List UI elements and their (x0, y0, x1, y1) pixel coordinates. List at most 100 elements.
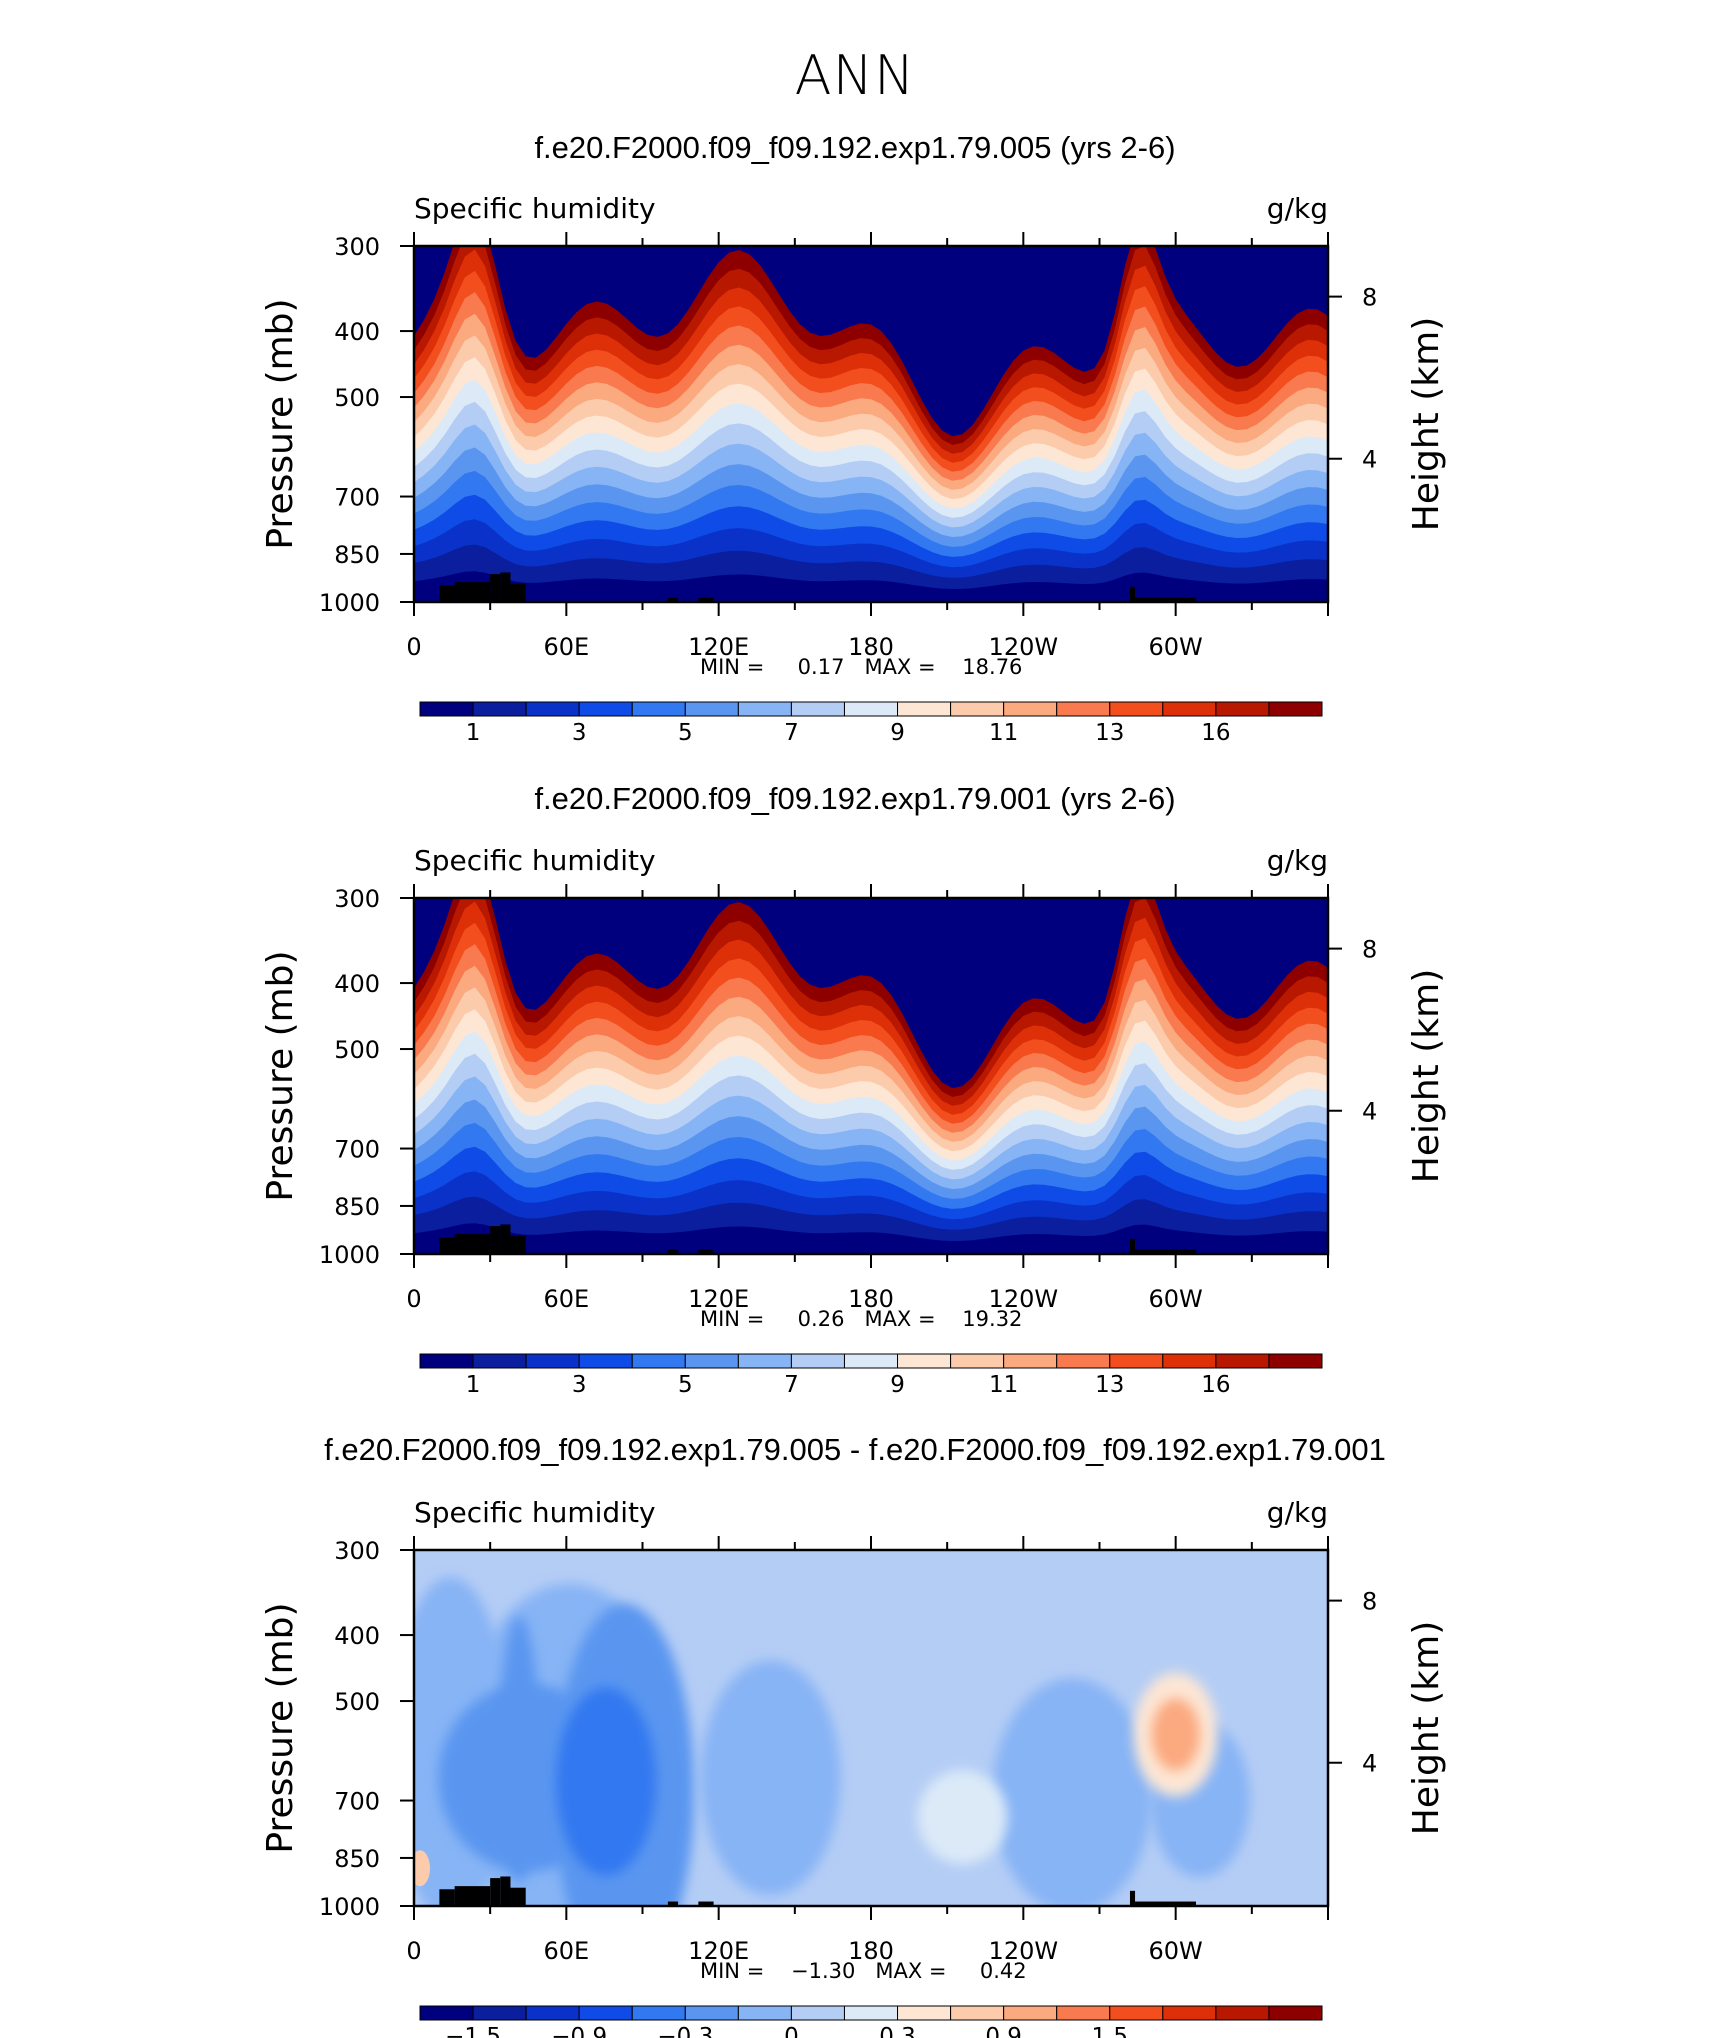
x-tick-label: 120W (989, 1285, 1059, 1313)
colorbar-label: 7 (784, 720, 799, 746)
figure-title: ANN (794, 44, 916, 107)
units-label: g/kg (1267, 1496, 1328, 1529)
min-max-stats: MIN = 0.17 MAX = 18.76 (700, 655, 1022, 679)
colorbar-swatch (578, 2005, 633, 2021)
x-tick-label: 180 (848, 633, 894, 661)
colorbar-label: 11 (989, 720, 1018, 746)
x-tick-label: 0 (406, 1285, 421, 1313)
colorbar-swatch (1215, 1353, 1270, 1369)
colorbar-swatch (737, 2005, 792, 2021)
panel-2: Specific humidity g/kg 0 60E 120E 180 120W 60W 3… (260, 844, 1447, 1398)
y-tick-label: 300 (334, 885, 380, 913)
colorbar-swatch (1215, 2005, 1270, 2021)
colorbar-swatch (578, 1353, 633, 1369)
y-tick-label: 400 (334, 970, 380, 998)
y-axis-title: Pressure (mb) (260, 298, 301, 549)
y-right-axis-title: Height (km) (1406, 317, 1447, 531)
colorbar-swatch (790, 1353, 845, 1369)
colorbar-label: 1 (466, 720, 481, 746)
colorbar-swatch (1109, 2005, 1164, 2021)
colorbar-label: 5 (678, 1372, 693, 1398)
y-tick-label: 500 (334, 1036, 380, 1064)
y-tick-label: 700 (334, 1788, 380, 1816)
x-tick-label: 120W (989, 633, 1059, 661)
colorbar-swatch (631, 701, 686, 717)
x-tick-label: 60E (543, 633, 589, 661)
colorbar-label: 0.3 (879, 2024, 916, 2038)
y-right-axis-title: Height (km) (1406, 1621, 1447, 1835)
y-tick-label: 300 (334, 1537, 380, 1565)
colorbar-swatch (1268, 1353, 1323, 1369)
x-tick-label: 120E (688, 1937, 749, 1965)
y-right-tick-label: 8 (1362, 1588, 1377, 1616)
colorbar-swatch (1003, 1353, 1058, 1369)
colorbar-swatch (1109, 701, 1164, 717)
colorbar-label: 16 (1201, 1372, 1230, 1398)
variable-label: Specific humidity (414, 192, 656, 225)
colorbar-swatch (472, 701, 527, 717)
y-tick-label: 400 (334, 318, 380, 346)
colorbar-label: 9 (890, 1372, 905, 1398)
colorbar: 1 3 5 7 9 11 13 16 (419, 701, 1323, 746)
colorbar-label: 3 (572, 720, 587, 746)
colorbar-swatch (1162, 2005, 1217, 2021)
colorbar-swatch (525, 1353, 580, 1369)
colorbar-swatch (790, 2005, 845, 2021)
y-axis-title: Pressure (mb) (260, 950, 301, 1201)
units-label: g/kg (1267, 192, 1328, 225)
x-tick-label: 0 (406, 1937, 421, 1965)
colorbar: 1 3 5 7 9 11 13 16 (419, 1353, 1323, 1398)
y-right-tick-label: 4 (1362, 446, 1377, 474)
x-tick-label: 60E (543, 1285, 589, 1313)
colorbar-swatch (525, 701, 580, 717)
colorbar-swatch (631, 2005, 686, 2021)
colorbar-swatch (631, 1353, 686, 1369)
colorbar-label: −0.3 (657, 2024, 713, 2038)
colorbar-swatch (843, 2005, 899, 2021)
colorbar-label: −1.5 (445, 2024, 501, 2038)
variable-label: Specific humidity (414, 1496, 656, 1529)
y-right-tick-label: 8 (1362, 284, 1377, 312)
colorbar-swatch (1162, 1353, 1217, 1369)
colorbar-swatch (1215, 701, 1270, 717)
colorbar-swatch (790, 701, 845, 717)
colorbar-label: 13 (1095, 720, 1124, 746)
colorbar-swatch (843, 701, 899, 717)
colorbar-label: 16 (1201, 720, 1230, 746)
colorbar-swatch (1003, 701, 1058, 717)
colorbar-swatch (950, 701, 1005, 717)
x-tick-label: 60W (1149, 633, 1203, 661)
colorbar-swatch (684, 701, 739, 717)
y-right-tick-label: 8 (1362, 936, 1377, 964)
colorbar-label: 11 (989, 1372, 1018, 1398)
colorbar-label: 5 (678, 720, 693, 746)
y-tick-label: 1000 (319, 1893, 380, 1921)
y-tick-label: 400 (334, 1622, 380, 1650)
y-right-axis-title: Height (km) (1406, 969, 1447, 1183)
y-tick-label: 500 (334, 1688, 380, 1716)
x-tick-label: 60E (543, 1937, 589, 1965)
y-axis-title: Pressure (mb) (260, 1602, 301, 1853)
colorbar-label: 0.9 (985, 2024, 1022, 2038)
colorbar-swatch (472, 1353, 527, 1369)
colorbar-swatch (737, 701, 792, 717)
colorbar-label: 0 (784, 2024, 799, 2038)
colorbar-label: 1 (466, 1372, 481, 1398)
x-tick-label: 180 (848, 1285, 894, 1313)
panel-3-title: f.e20.F2000.f09_f09.192.exp1.79.005 - f.… (324, 1432, 1386, 1467)
colorbar-swatch (1162, 701, 1217, 717)
panel-1-title: f.e20.F2000.f09_f09.192.exp1.79.005 (yrs… (534, 130, 1176, 165)
colorbar-swatch (1109, 1353, 1164, 1369)
contour-field (414, 1550, 1328, 1906)
colorbar-label: 13 (1095, 1372, 1124, 1398)
x-tick-label: 0 (406, 633, 421, 661)
colorbar-swatch (737, 1353, 792, 1369)
colorbar-swatch (419, 2005, 474, 2021)
panel-1: Specific humidity g/kg 0 60E 120E 180 120W 60W 3… (260, 192, 1447, 746)
colorbar-swatch (843, 1353, 899, 1369)
colorbar-swatch (950, 1353, 1005, 1369)
x-tick-label: 120W (989, 1937, 1059, 1965)
colorbar-swatch (684, 1353, 739, 1369)
panel-3: Specific humidity g/kg 0 60E 120E 180 120W 60W 3… (260, 1496, 1447, 2038)
y-tick-label: 300 (334, 233, 380, 261)
